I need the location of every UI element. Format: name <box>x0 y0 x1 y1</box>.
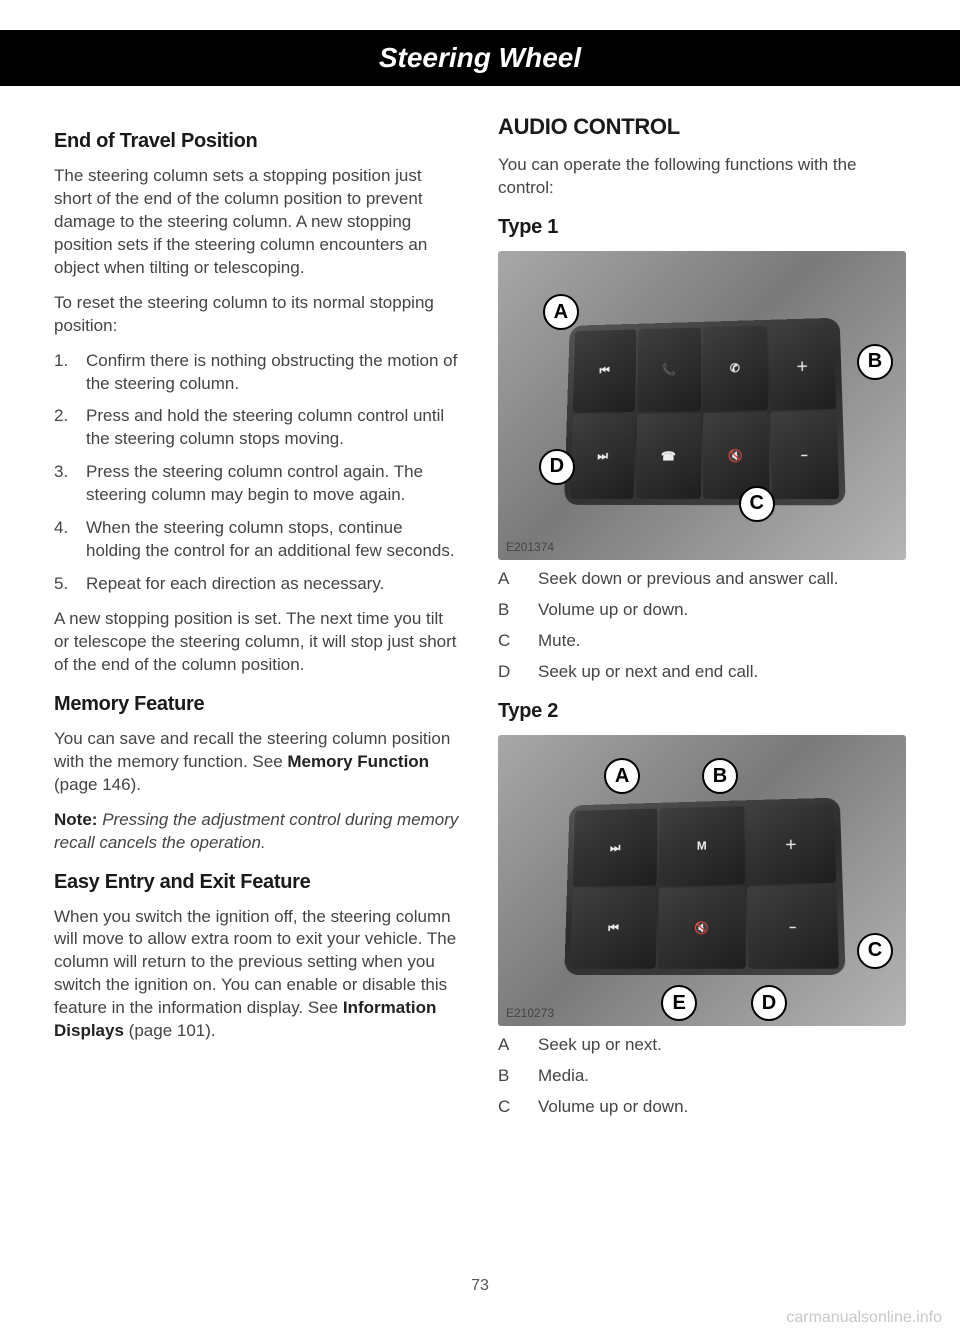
easy-text-post: (page 101). <box>129 1021 216 1040</box>
para-audio: You can operate the following functions … <box>498 154 906 200</box>
note-memory: Note: Pressing the adjustment control du… <box>54 809 462 855</box>
buttonpad-type2: ⏭ M ＋ ⏮ 🔇 − <box>565 797 847 974</box>
legend-value: Seek down or previous and answer call. <box>538 568 839 591</box>
legend-row: B Volume up or down. <box>498 599 906 622</box>
buttonpad-type1: ⏮ 📞 ✆ ＋ ⏭ ☎ 🔇 − <box>564 318 846 506</box>
legend-key: A <box>498 568 538 591</box>
pad-cell: 🔇 <box>658 887 746 969</box>
legend-type2: A Seek up or next. B Media. C Volume up … <box>498 1034 906 1119</box>
para-easy: When you switch the ignition off, the st… <box>54 906 462 1044</box>
legend-row: C Volume up or down. <box>498 1096 906 1119</box>
figure-id: E210273 <box>506 1006 554 1020</box>
memory-text-post: (page 146). <box>54 775 141 794</box>
legend-value: Seek up or next and end call. <box>538 661 758 684</box>
callout-A: A <box>543 294 579 330</box>
legend-row: D Seek up or next and end call. <box>498 661 906 684</box>
pad-cell: − <box>748 885 840 968</box>
figure-type1: ⏮ 📞 ✆ ＋ ⏭ ☎ 🔇 − A B C D E201374 <box>498 251 906 560</box>
legend-value: Volume up or down. <box>538 599 688 622</box>
legend-key: B <box>498 599 538 622</box>
page-header-title: Steering Wheel <box>379 42 581 73</box>
callout-B: B <box>857 344 893 380</box>
memory-link-bold: Memory Function <box>287 752 429 771</box>
legend-key: C <box>498 1096 538 1119</box>
step-item: Press and hold the steering column contr… <box>54 405 462 451</box>
figure-id: E201374 <box>506 540 554 554</box>
callout-D: D <box>539 449 575 485</box>
para-memory: You can save and recall the steering col… <box>54 728 462 797</box>
note-text: Pressing the adjustment control during m… <box>54 810 458 852</box>
reset-steps-list: Confirm there is nothing obstructing the… <box>54 350 462 596</box>
legend-row: A Seek down or previous and answer call. <box>498 568 906 591</box>
pad-cell: ⏮ <box>573 329 637 412</box>
page-number: 73 <box>0 1277 960 1295</box>
callout-E: E <box>661 985 697 1021</box>
legend-row: B Media. <box>498 1065 906 1088</box>
legend-key: D <box>498 661 538 684</box>
pad-cell: ⏭ <box>573 808 658 887</box>
page-header-bar: Steering Wheel <box>0 30 960 86</box>
heading-type2: Type 2 <box>498 700 906 723</box>
pad-cell: 📞 <box>637 327 701 411</box>
pad-cell: − <box>770 411 840 500</box>
heading-memory: Memory Feature <box>54 693 462 716</box>
pad-cell: M <box>659 806 746 886</box>
pad-cell: ⏮ <box>571 888 657 969</box>
callout-D: D <box>751 985 787 1021</box>
legend-type1: A Seek down or previous and answer call.… <box>498 568 906 684</box>
pad-cell: ☎ <box>636 413 701 500</box>
legend-value: Volume up or down. <box>538 1096 688 1119</box>
pad-cell: ＋ <box>747 803 837 884</box>
note-label: Note: <box>54 810 97 829</box>
legend-row: C Mute. <box>498 630 906 653</box>
step-item: Confirm there is nothing obstructing the… <box>54 350 462 396</box>
left-column: End of Travel Position The steering colu… <box>54 114 462 1127</box>
step-item: Press the steering column control again.… <box>54 461 462 507</box>
legend-key: C <box>498 630 538 653</box>
para-end3: A new stopping position is set. The next… <box>54 608 462 677</box>
heading-type1: Type 1 <box>498 216 906 239</box>
watermark: carmanualsonline.info <box>786 1309 942 1327</box>
legend-value: Seek up or next. <box>538 1034 662 1057</box>
heading-audio-control: AUDIO CONTROL <box>498 114 906 140</box>
legend-key: A <box>498 1034 538 1057</box>
legend-row: A Seek up or next. <box>498 1034 906 1057</box>
callout-C: C <box>739 486 775 522</box>
right-column: AUDIO CONTROL You can operate the follow… <box>498 114 906 1127</box>
step-item: Repeat for each direction as necessary. <box>54 573 462 596</box>
legend-value: Media. <box>538 1065 589 1088</box>
heading-easy-entry: Easy Entry and Exit Feature <box>54 871 462 894</box>
content-columns: End of Travel Position The steering colu… <box>30 114 930 1127</box>
pad-cell: ✆ <box>703 325 768 410</box>
callout-A: A <box>604 758 640 794</box>
para-end1: The steering column sets a stopping posi… <box>54 165 462 280</box>
callout-C: C <box>857 933 893 969</box>
callout-B: B <box>702 758 738 794</box>
legend-value: Mute. <box>538 630 581 653</box>
pad-cell: ＋ <box>769 324 837 410</box>
figure-type2: ⏭ M ＋ ⏮ 🔇 − A B C D E E210273 <box>498 735 906 1026</box>
heading-end-of-travel: End of Travel Position <box>54 130 462 153</box>
para-end2: To reset the steering column to its norm… <box>54 292 462 338</box>
legend-key: B <box>498 1065 538 1088</box>
step-item: When the steering column stops, continue… <box>54 517 462 563</box>
pad-cell: ⏭ <box>570 414 635 500</box>
